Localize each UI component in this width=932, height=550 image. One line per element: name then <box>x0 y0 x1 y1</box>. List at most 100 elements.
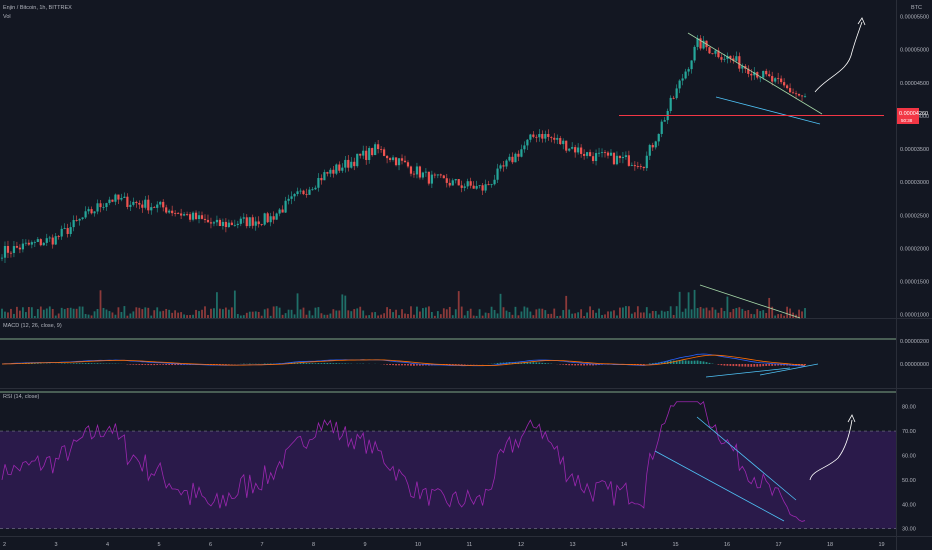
time-tick-label: 11 <box>467 542 473 548</box>
macd-trendline-1[interactable] <box>705 367 791 378</box>
rsi-up-arrow-drawing[interactable] <box>809 419 853 481</box>
macd-legend: MACD (12, 26, close, 9) <box>3 323 62 329</box>
candle-body <box>12 246 16 253</box>
volume-bar <box>404 313 406 318</box>
candle-body <box>690 60 693 70</box>
volume-bar <box>87 314 90 318</box>
macd-hist-bar <box>99 363 102 364</box>
macd-hist-bar <box>177 364 180 366</box>
rsi-trendline-upper[interactable] <box>696 416 797 501</box>
macd-hist-bar <box>774 364 777 366</box>
candle-body <box>541 133 544 139</box>
candle-body <box>651 145 654 148</box>
time-tick-label: 4 <box>106 542 109 548</box>
candle-body <box>645 155 648 169</box>
lower-trendline[interactable] <box>715 96 821 125</box>
candle-body <box>311 189 314 191</box>
macd-hist-bar <box>574 364 577 366</box>
volume-bar <box>239 315 242 318</box>
volume-bar <box>556 315 559 318</box>
candle-body <box>30 242 33 245</box>
candle-body <box>615 155 619 165</box>
volume-bar <box>804 308 806 318</box>
candle-body <box>275 213 278 220</box>
macd-hist-bar <box>523 362 526 364</box>
candle-body <box>203 218 207 220</box>
candle-body <box>603 152 607 153</box>
volume-bar <box>105 309 108 318</box>
volume-bar <box>568 309 571 318</box>
macd-hist-bar <box>416 364 418 366</box>
volume-bar <box>577 312 580 318</box>
candle-body <box>594 153 598 162</box>
candle-body <box>571 147 574 149</box>
up-arrow-drawing[interactable] <box>814 21 863 93</box>
upper-trendline[interactable] <box>687 32 823 115</box>
candle-body <box>711 53 714 55</box>
volume-bar <box>245 312 248 318</box>
candle-body <box>365 150 368 160</box>
price-tick-label: 0.00002500 <box>900 213 929 219</box>
volume-bar <box>627 306 630 318</box>
rsi-tick-label: 50.00 <box>902 478 916 484</box>
volume-bar <box>69 307 72 318</box>
candle-body <box>362 150 365 156</box>
macd-hist-bar <box>765 364 768 366</box>
macd-hist-bar <box>744 364 747 367</box>
volume-bar <box>287 309 290 318</box>
time-tick-label: 15 <box>673 542 679 548</box>
volume-bar <box>702 308 705 318</box>
volume-bar <box>60 307 63 318</box>
volume-bar <box>117 307 120 318</box>
volume-bar <box>195 309 197 318</box>
candle-body <box>329 169 332 174</box>
volume-bar <box>24 312 27 318</box>
volume-bar <box>424 307 427 318</box>
macd-hist-bar <box>305 362 308 364</box>
volume-bar <box>51 308 54 318</box>
candle-body <box>400 158 404 161</box>
volume-bar <box>210 308 212 318</box>
candle-body <box>726 55 729 59</box>
candle-body <box>732 58 735 61</box>
candle-body <box>490 184 493 186</box>
rsi-tick-label: 40.00 <box>902 502 916 508</box>
macd-hist-bar <box>738 364 741 367</box>
macd-hist-bar <box>165 364 168 365</box>
macd-hist-bar <box>335 363 338 364</box>
candle-body <box>69 227 72 234</box>
volume-bar <box>260 315 263 318</box>
candle-body <box>556 138 559 140</box>
macd-hist-bar <box>317 363 320 364</box>
candle-body <box>451 180 454 186</box>
time-tick-label: 17 <box>776 542 782 548</box>
volume-bar <box>198 311 200 318</box>
volume-bar <box>63 309 66 318</box>
macd-hist-bar <box>392 364 394 366</box>
macd-hist-bar <box>750 364 753 367</box>
time-axis[interactable]: 2 3 4 5 6 7 8 9 10 11 12 13 14 15 16 17 18 19 <box>3 542 885 548</box>
macd-hist-bar <box>690 360 693 364</box>
candle-body <box>45 238 48 243</box>
macd-hist-bar <box>422 364 424 366</box>
volume-trendline[interactable] <box>699 284 801 319</box>
candle-body <box>729 55 732 59</box>
volume-bar <box>248 311 251 318</box>
volume-bar <box>705 307 708 318</box>
macd-hist-bar <box>451 364 454 365</box>
macd-hist-bar <box>299 362 302 364</box>
volume-bar <box>371 312 374 318</box>
price-tick-label: 0.00001500 <box>900 280 929 286</box>
volume-bar <box>678 291 681 318</box>
rsi-trendline-lower[interactable] <box>654 450 785 522</box>
macd-trendline-2[interactable] <box>759 363 819 376</box>
volume-bar <box>368 315 371 318</box>
macd-hist-bar <box>792 364 794 366</box>
volume-bar <box>442 308 445 318</box>
macd-line <box>1 353 806 367</box>
volume-bar <box>16 306 18 318</box>
candle-body <box>99 203 102 208</box>
rsi-axis[interactable]: 80.00 70.00 60.00 50.00 40.00 30.00 <box>902 405 916 533</box>
volume-bar <box>622 307 624 318</box>
